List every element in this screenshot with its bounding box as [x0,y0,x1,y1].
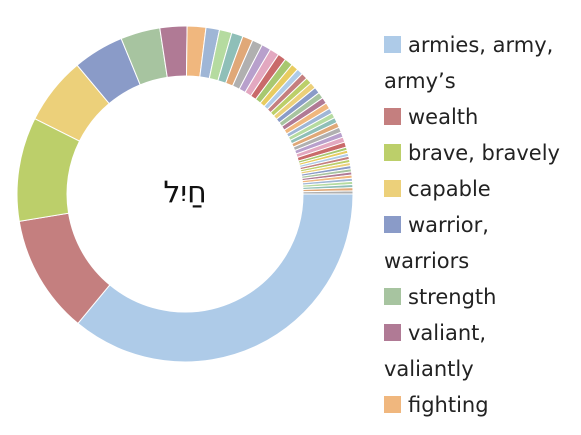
legend-label: wealth [408,105,479,129]
legend-item: capable [384,171,574,207]
center-label: חַיִל [163,176,206,211]
legend-swatch [384,108,401,125]
legend-swatch [384,324,401,341]
legend-label: fighting [408,393,489,417]
legend-item: armies, army, army’s [384,27,574,99]
legend-label: brave, bravely [408,141,560,165]
legend-swatch [384,36,401,53]
legend-item: strength [384,279,574,315]
slice [302,190,354,195]
legend: armies, army, army’s wealth brave, bravely… [384,27,574,423]
legend-swatch [384,216,401,233]
legend-label: capable [408,177,491,201]
legend-label: armies, army, army’s [384,33,554,93]
legend-item: brave, bravely [384,135,574,171]
legend-label: strength [408,285,497,309]
legend-item: valiant, valiantly [384,315,574,387]
donut-chart: חַיִל [16,25,354,363]
legend-item: wealth [384,99,574,135]
slice [77,193,354,363]
legend-item: fighting [384,387,574,423]
legend-swatch [384,144,401,161]
legend-item: warrior, warriors [384,207,574,279]
legend-swatch [384,288,401,305]
legend-label: warrior, warriors [384,213,489,273]
legend-swatch [384,396,401,413]
legend-swatch [384,180,401,197]
legend-label: valiant, valiantly [384,321,487,381]
